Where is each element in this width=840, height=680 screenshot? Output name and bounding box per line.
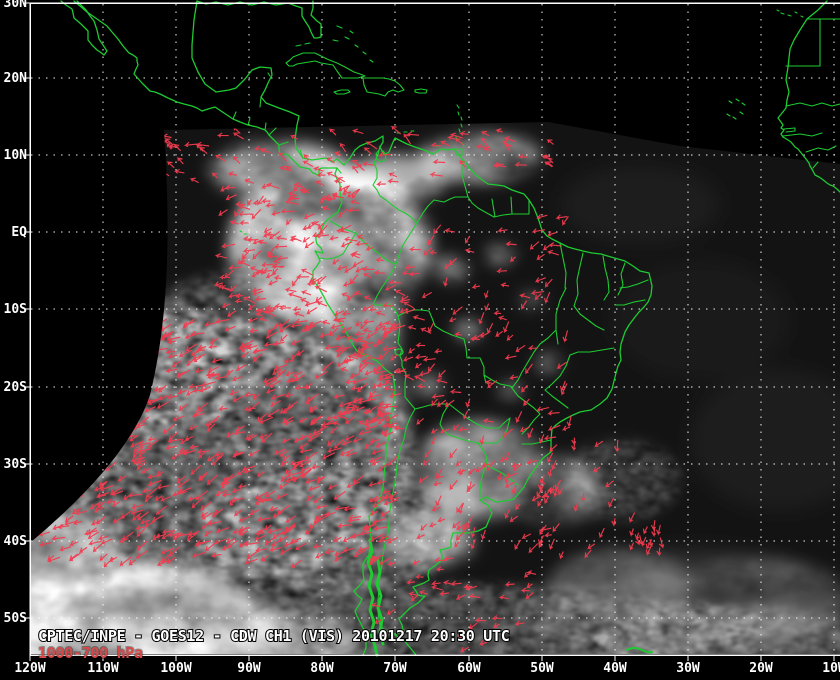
- lon-label-60W: 60W: [457, 661, 481, 676]
- southamerica-country-borders: [319, 145, 530, 635]
- lon-label-110W: 110W: [87, 661, 118, 676]
- map-title: CPTEC/INPE - GOES12 - CDW CH1 (VIS) 2010…: [38, 627, 509, 645]
- wind-vectors-amazon: [422, 213, 572, 439]
- wind-vectors-south-brazil: [416, 426, 562, 554]
- lon-label-70W: 70W: [383, 661, 407, 676]
- lat-label-40S: 40S: [4, 534, 28, 549]
- galapagos-islands: [239, 230, 248, 235]
- lon-label-10W: 10W: [822, 661, 840, 676]
- lat-label-20N: 20N: [4, 71, 28, 86]
- lat-label-EQ: EQ: [11, 225, 27, 240]
- lat-label-30N: 30N: [4, 0, 28, 11]
- chilean-fjords-thick: [366, 538, 385, 657]
- lon-label-120W: 120W: [14, 661, 45, 676]
- lon-label-80W: 80W: [310, 661, 334, 676]
- coastline-southamerica-west-centralamerica: [73, 0, 396, 656]
- lat-label-50S: 50S: [4, 611, 28, 626]
- centralamerica-borders: [232, 96, 342, 174]
- lon-label-90W: 90W: [237, 661, 261, 676]
- lon-label-20W: 20W: [749, 661, 773, 676]
- wind-vectors-southern-chile: [370, 555, 537, 653]
- africa-borders: [782, 18, 840, 169]
- wind-vectors-itcz: [157, 125, 554, 187]
- coastline-mexico-caribbean-southamerica-east: [191, 0, 653, 656]
- brazil-state-borders: [511, 242, 649, 445]
- axis-labels: 120W 110W 100W 90W 80W 70W 60W 50W 40W 30W 20W 10W 3…: [4, 0, 840, 676]
- lat-label-20S: 20S: [4, 380, 28, 395]
- lake-titicaca: [394, 348, 404, 356]
- lon-label-30W: 30W: [676, 661, 700, 676]
- wind-vectors-colombia-ecuador: [214, 180, 363, 332]
- coastline-baja-california: [60, 0, 108, 56]
- lon-label-40W: 40W: [603, 661, 627, 676]
- geography-layer: [60, 0, 840, 657]
- wind-vectors-central-atlantic-cluster: [628, 512, 665, 557]
- atlantic-islands: [726, 9, 804, 120]
- graticule-grid: [24, 2, 840, 661]
- map-frame: [29, 2, 840, 656]
- lon-label-100W: 100W: [160, 661, 191, 676]
- wind-vectors-sw-atlantic: [537, 434, 620, 560]
- africa-coastline: [777, 0, 840, 193]
- caribbean-islands: [267, 25, 465, 156]
- wind-vector-layer: [34, 125, 665, 653]
- lat-label-10S: 10S: [4, 302, 28, 317]
- lat-label-30S: 30S: [4, 457, 28, 472]
- south-georgia-island: [626, 647, 653, 654]
- lat-label-10N: 10N: [4, 148, 28, 163]
- pressure-layer-label: 1000-700 hPa: [38, 644, 143, 662]
- lon-label-50W: 50W: [530, 661, 554, 676]
